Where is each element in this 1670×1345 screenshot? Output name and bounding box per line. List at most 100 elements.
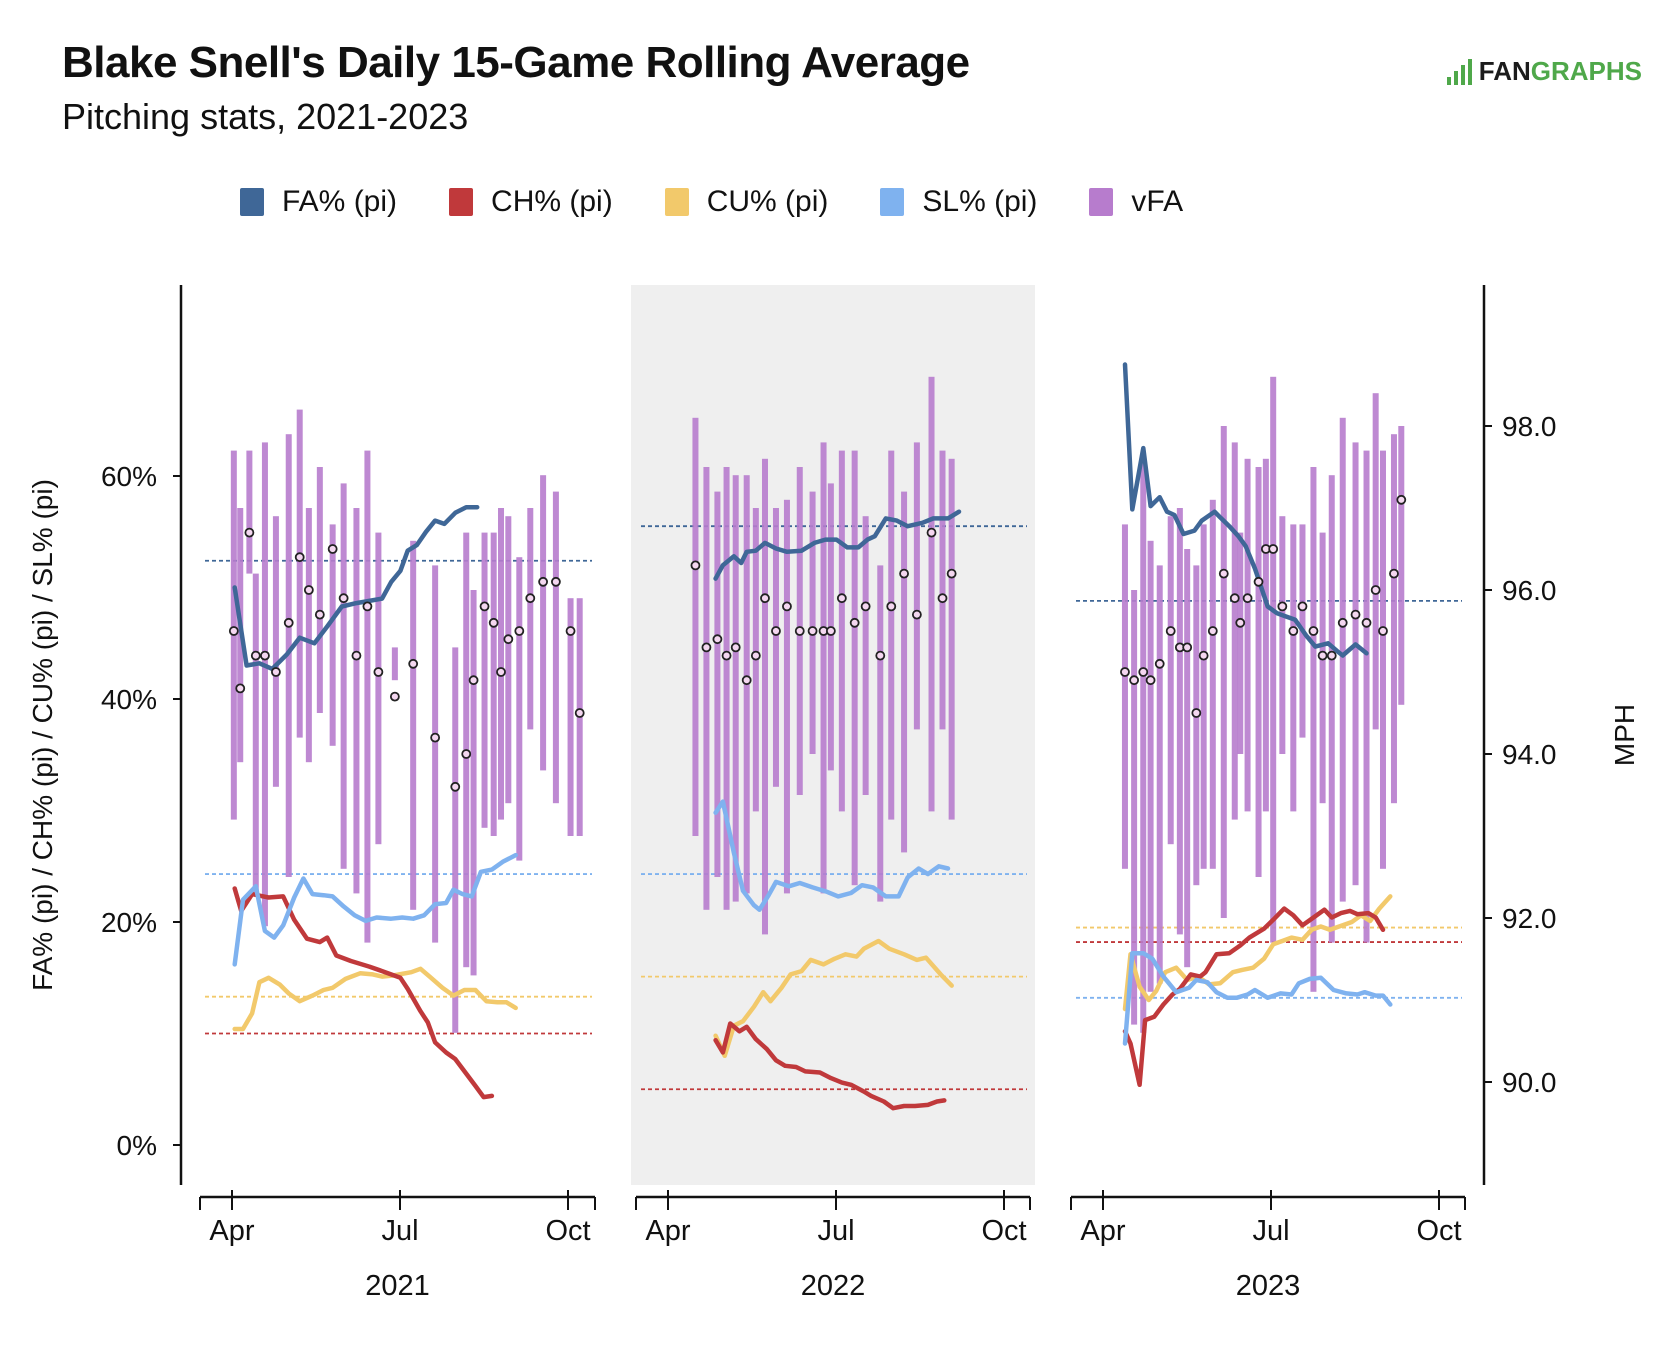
vfa-bar — [1279, 516, 1286, 754]
vfa-bar — [877, 565, 884, 902]
vfa-point — [351, 650, 362, 661]
vfa-bar — [375, 532, 382, 845]
vfa-bar — [1244, 458, 1251, 812]
vfa-point — [1229, 593, 1240, 604]
vfa-bar — [1176, 508, 1183, 935]
year-label: 2022 — [801, 1270, 866, 1302]
vfa-bar — [1121, 524, 1128, 869]
vfa-bar — [552, 491, 559, 804]
vfa-point — [496, 667, 506, 677]
vfa-point — [314, 609, 325, 620]
vfa-bar — [540, 475, 547, 771]
vfa-point — [946, 568, 957, 579]
series-line-sl — [713, 799, 951, 912]
legend-item-ch[interactable]: CH% (pi) — [449, 185, 613, 219]
legend-item-sl[interactable]: SL% (pi) — [880, 185, 1037, 219]
vfa-point — [1218, 568, 1229, 579]
vfa-bar — [353, 508, 360, 894]
year-label: 2023 — [1236, 1270, 1301, 1302]
vfa-point — [771, 626, 781, 636]
vfa-bar — [862, 516, 869, 795]
vfa-bar — [1147, 540, 1154, 992]
logo-text-fan: FAN — [1478, 56, 1531, 86]
vfa-bar — [703, 467, 710, 910]
vfa-bar — [772, 508, 779, 787]
vfa-point — [1370, 585, 1381, 595]
x-tick-label: Oct — [1416, 1215, 1461, 1247]
vfa-bar — [470, 590, 477, 976]
vfa-point — [271, 667, 281, 677]
vfa-point — [690, 560, 701, 571]
vfa-point — [911, 609, 922, 620]
series-line-cu — [713, 938, 954, 1059]
vfa-point — [303, 585, 314, 595]
legend-item-fa[interactable]: FA% (pi) — [240, 185, 397, 219]
vfa-point — [250, 650, 261, 661]
vfa-bar — [1372, 393, 1379, 730]
vfa-point — [525, 593, 536, 604]
vfa-point — [565, 626, 576, 636]
x-tick-label: Oct — [981, 1215, 1026, 1247]
vfa-bar — [498, 508, 505, 820]
vfa-point — [1396, 494, 1407, 505]
logo-text-graphs: GRAPHS — [1530, 56, 1642, 86]
vfa-bar — [1352, 442, 1359, 886]
legend-swatch-ch — [449, 188, 474, 216]
logo-bars-icon — [1445, 58, 1475, 85]
vfa-point — [1288, 626, 1299, 636]
vfa-point — [551, 576, 561, 587]
vfa-bar — [939, 450, 946, 730]
vfa-point — [1350, 609, 1361, 620]
vfa-bar — [888, 450, 895, 820]
vfa-bar — [838, 450, 845, 812]
vfa-point — [235, 683, 246, 694]
legend-swatch-sl — [880, 188, 905, 216]
vfa-bar — [1231, 442, 1238, 820]
vfa-bar — [1363, 450, 1370, 943]
x-tick-label: Apr — [645, 1215, 690, 1247]
vfa-bar — [820, 442, 827, 894]
vfa-bar — [305, 508, 312, 763]
vfa-bar — [1390, 434, 1397, 804]
vfa-bar — [567, 598, 574, 836]
vfa-point — [807, 626, 818, 636]
vfa-point — [1120, 667, 1130, 677]
legend-swatch-cu — [664, 188, 689, 216]
vfa-point — [1198, 650, 1209, 661]
vfa-point — [1326, 650, 1337, 661]
vfa-point — [408, 658, 419, 669]
vfa-point — [244, 527, 255, 538]
vfa-point — [1207, 626, 1218, 636]
vfa-bar — [505, 516, 512, 804]
vfa-point — [450, 781, 461, 792]
x-tick-label: Jul — [1252, 1215, 1289, 1247]
vfa-bar — [851, 450, 858, 886]
vfa-bar — [261, 442, 268, 927]
legend-label-vfa: vFA — [1131, 185, 1184, 218]
vfa-bar — [391, 647, 398, 681]
vfa-point — [782, 601, 792, 612]
vfa-bar — [340, 483, 347, 869]
vfa-point — [283, 617, 294, 628]
vfa-point — [750, 650, 761, 661]
vfa-bar — [296, 409, 303, 738]
vfa-bar — [928, 376, 935, 812]
vfa-point — [825, 626, 836, 636]
vfa-bar — [1328, 475, 1335, 943]
x-tick-label: Apr — [1080, 1215, 1125, 1247]
legend-item-vfa[interactable]: vFA — [1089, 185, 1183, 219]
vfa-bar — [1270, 376, 1277, 943]
vfa-point — [389, 691, 400, 702]
vfa-point — [730, 642, 741, 653]
legend-item-cu[interactable]: CU% (pi) — [664, 185, 828, 219]
vfa-bar — [452, 647, 459, 1033]
vfa-bar — [723, 467, 730, 910]
panel-2022: Apr Jul Oct 2022 — [631, 285, 1035, 1302]
fangraphs-logo[interactable]: FAN GRAPHS — [1445, 56, 1642, 87]
vfa-bar — [1140, 458, 1147, 1033]
vfa-bar — [901, 491, 908, 853]
vfa-point — [468, 675, 479, 686]
vfa-point — [712, 634, 723, 645]
vfa-bar — [809, 491, 816, 754]
